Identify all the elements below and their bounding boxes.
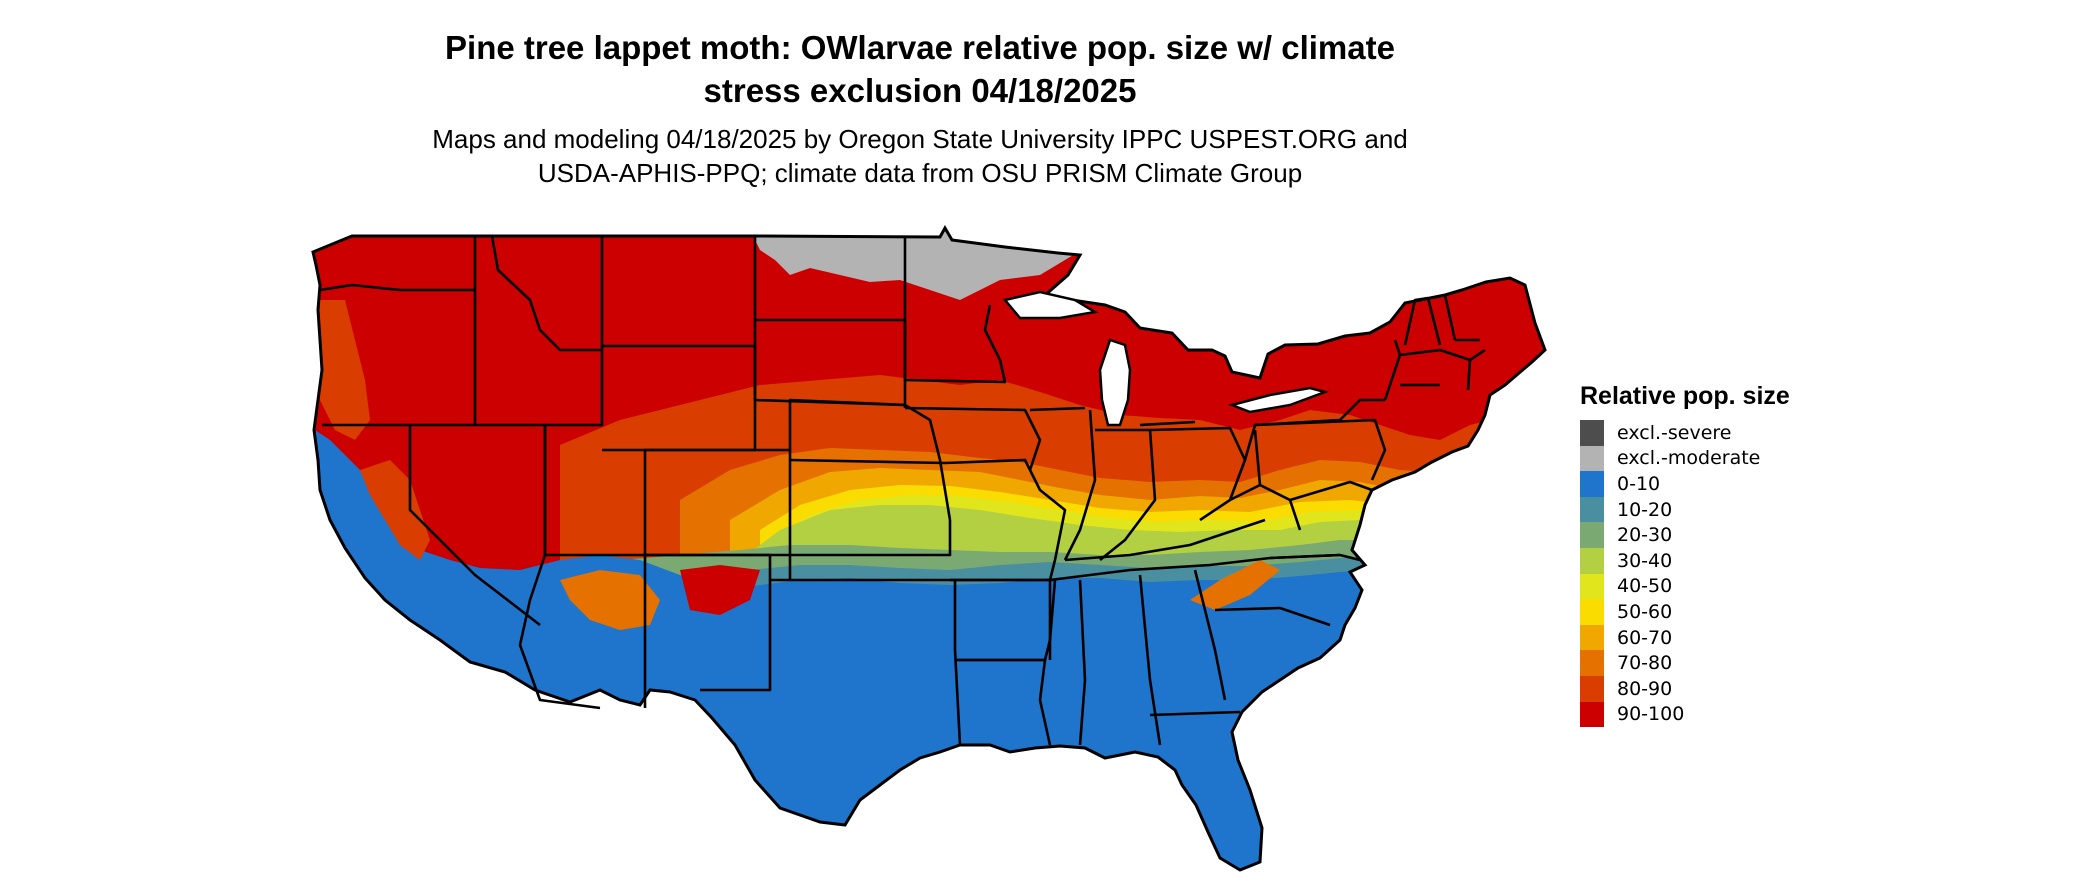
legend-item: 40-50 <box>1580 573 1790 600</box>
legend-swatch <box>1580 522 1604 548</box>
zone-excl-moderate <box>750 230 1075 300</box>
legend: Relative pop. size excl.-severe excl.-mod… <box>1580 380 1790 728</box>
legend-item: 10-20 <box>1580 496 1790 523</box>
legend-item: 30-40 <box>1580 547 1790 574</box>
map-title-line-2: stress exclusion 04/18/2025 <box>703 72 1137 109</box>
legend-label: 0-10 <box>1617 472 1661 495</box>
lake-michigan <box>1098 338 1132 427</box>
legend-label: 40-50 <box>1617 575 1673 598</box>
legend-item: excl.-moderate <box>1580 445 1790 472</box>
legend-label: 60-70 <box>1617 626 1673 649</box>
legend-swatch <box>1580 573 1604 600</box>
legend-item: 80-90 <box>1580 675 1790 702</box>
map-subtitle-line-2: USDA-APHIS-PPQ; climate data from OSU PR… <box>537 158 1303 188</box>
great-lakes <box>1002 290 1330 427</box>
legend-item: 50-60 <box>1580 599 1790 625</box>
zone-southwest-warm <box>560 570 660 630</box>
legend-items: excl.-severe excl.-moderate 0-10 10-20 20-30… <box>1580 420 1790 728</box>
legend-item: 90-100 <box>1580 701 1790 728</box>
zone-appalachian-warm <box>1190 560 1280 610</box>
lake-superior <box>1002 290 1099 320</box>
zone-southwest-warm-2 <box>680 565 760 615</box>
legend-swatch <box>1580 420 1604 446</box>
legend-swatch <box>1580 496 1604 523</box>
map-title: Pine tree lappet moth: OWlarvae relative… <box>300 26 1540 112</box>
legend-label: 80-90 <box>1617 677 1673 700</box>
legend-swatch <box>1580 599 1604 625</box>
legend-label: 20-30 <box>1617 524 1673 547</box>
legend-item: 60-70 <box>1580 624 1790 651</box>
lake-erie <box>1227 386 1330 414</box>
legend-swatch <box>1580 471 1604 497</box>
legend-swatch <box>1580 675 1604 702</box>
legend-label: 90-100 <box>1617 703 1685 726</box>
legend-label: 70-80 <box>1617 652 1673 675</box>
legend-swatch <box>1580 547 1604 574</box>
legend-swatch <box>1580 650 1604 676</box>
zone-80-90-west <box>318 300 370 440</box>
legend-label: excl.-severe <box>1617 421 1732 444</box>
legend-item: 20-30 <box>1580 522 1790 548</box>
map-title-line-1: Pine tree lappet moth: OWlarvae relative… <box>445 29 1395 66</box>
legend-label: 30-40 <box>1617 549 1673 572</box>
map-subtitle: Maps and modeling 04/18/2025 by Oregon S… <box>300 122 1540 190</box>
legend-label: 50-60 <box>1617 600 1673 623</box>
legend-swatch <box>1580 445 1604 472</box>
legend-title: Relative pop. size <box>1580 382 1790 410</box>
state-borders <box>319 235 1486 746</box>
legend-item: excl.-severe <box>1580 420 1790 446</box>
legend-swatch <box>1580 624 1604 651</box>
legend-swatch <box>1580 701 1604 728</box>
legend-item: 0-10 <box>1580 471 1790 497</box>
map-subtitle-line-1: Maps and modeling 04/18/2025 by Oregon S… <box>432 124 1408 154</box>
legend-label: 10-20 <box>1617 498 1673 521</box>
legend-label: excl.-moderate <box>1617 447 1761 470</box>
legend-item: 70-80 <box>1580 650 1790 676</box>
zone-sierra-warm <box>360 460 430 560</box>
